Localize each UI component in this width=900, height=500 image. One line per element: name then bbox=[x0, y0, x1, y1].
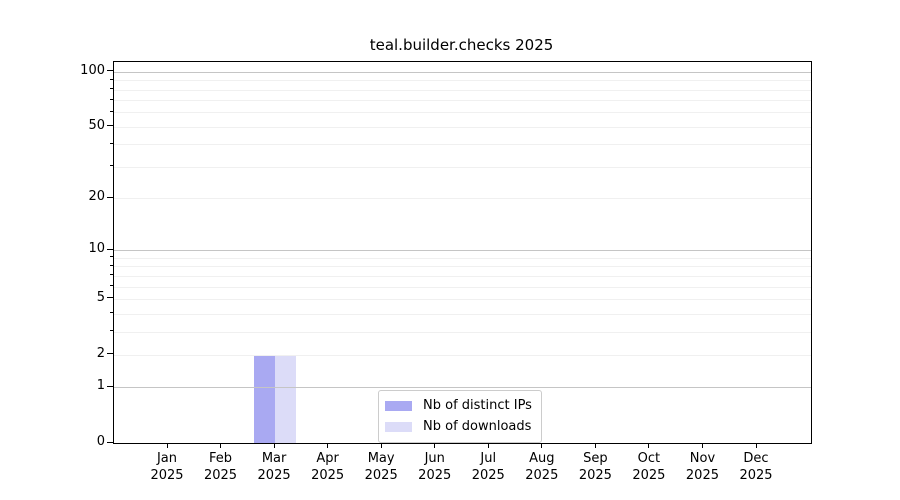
major-gridline bbox=[114, 387, 811, 389]
y-tick bbox=[107, 248, 113, 250]
x-tick-label-year: 2025 bbox=[257, 468, 291, 483]
x-tick bbox=[327, 443, 329, 448]
y-tick-label: 10 bbox=[88, 241, 105, 257]
x-tick-label-year: 2025 bbox=[150, 468, 184, 483]
minor-gridline bbox=[114, 89, 811, 91]
x-tick-label-month: Jun bbox=[424, 451, 445, 466]
y-tick-label: 5 bbox=[96, 289, 105, 305]
minor-gridline bbox=[114, 298, 811, 300]
y-tick-label: 2 bbox=[96, 345, 105, 361]
grid-layer bbox=[114, 62, 811, 443]
major-gridline bbox=[114, 71, 811, 73]
legend-label-distinct-ips: Nb of distinct IPs bbox=[423, 398, 532, 413]
minor-gridline bbox=[114, 166, 811, 168]
y-minor-tick bbox=[109, 256, 113, 258]
y-minor-tick bbox=[109, 125, 113, 127]
y-minor-tick bbox=[109, 165, 113, 167]
x-tick bbox=[273, 443, 275, 448]
x-tick-label-month: Feb bbox=[209, 451, 233, 466]
x-tick-label-year: 2025 bbox=[364, 468, 398, 483]
minor-gridline bbox=[114, 313, 811, 315]
y-tick bbox=[107, 70, 113, 72]
minor-gridline bbox=[114, 354, 811, 356]
x-tick-label-year: 2025 bbox=[739, 468, 773, 483]
minor-gridline bbox=[114, 80, 811, 82]
y-tick-label: 50 bbox=[88, 117, 105, 133]
x-tick-label-year: 2025 bbox=[632, 468, 666, 483]
legend-swatch-downloads-icon bbox=[385, 421, 412, 432]
y-tick bbox=[107, 385, 113, 387]
x-tick-label-year: 2025 bbox=[203, 468, 238, 483]
y-minor-tick bbox=[109, 285, 113, 287]
x-tick bbox=[648, 443, 650, 448]
minor-gridline bbox=[114, 257, 811, 259]
x-tick-label-month: Dec bbox=[743, 451, 769, 466]
y-minor-tick bbox=[109, 88, 113, 90]
x-tick-label-year: 2025 bbox=[471, 468, 505, 483]
y-minor-tick bbox=[109, 110, 113, 112]
y-tick-label: 0 bbox=[96, 434, 105, 449]
minor-gridline bbox=[114, 100, 811, 102]
bars-layer bbox=[114, 62, 811, 443]
x-tick-label-month: May bbox=[367, 451, 395, 466]
x-tick bbox=[220, 443, 222, 448]
y-minor-tick bbox=[109, 142, 113, 144]
x-tick bbox=[380, 443, 382, 448]
y-minor-tick bbox=[109, 98, 113, 100]
legend-item-distinct-ips: Nb of distinct IPs bbox=[385, 396, 532, 415]
x-tick-label-month: Jul bbox=[480, 451, 497, 466]
plot-area: Nb of distinct IPs Nb of downloads bbox=[113, 61, 812, 444]
x-tick bbox=[594, 443, 596, 448]
y-minor-tick bbox=[109, 78, 113, 80]
x-tick bbox=[755, 443, 757, 448]
bar-distinct-ips bbox=[253, 354, 276, 443]
x-tick-label-year: 2025 bbox=[311, 468, 345, 483]
y-minor-tick bbox=[109, 274, 113, 276]
minor-gridline bbox=[114, 331, 811, 333]
x-tick-label-month: Sep bbox=[583, 451, 608, 466]
x-tick-label-month: Nov bbox=[689, 451, 716, 466]
legend-swatch-distinct-ips-icon bbox=[385, 400, 412, 411]
x-tick bbox=[166, 443, 168, 448]
x-tick bbox=[487, 443, 489, 448]
y-tick-label: 1 bbox=[96, 378, 105, 394]
x-tick-label-month: Aug bbox=[529, 451, 555, 466]
y-minor-tick bbox=[109, 330, 113, 332]
legend: Nb of distinct IPs Nb of downloads bbox=[378, 390, 542, 443]
y-minor-tick bbox=[109, 353, 113, 355]
minor-gridline bbox=[114, 286, 811, 288]
x-tick-label-month: Oct bbox=[637, 451, 661, 466]
x-tick-label-month: Jan bbox=[156, 451, 178, 466]
minor-gridline bbox=[114, 275, 811, 277]
x-tick-label-year: 2025 bbox=[525, 468, 559, 483]
chart-title: teal.builder.checks 2025 bbox=[369, 36, 554, 54]
y-minor-tick bbox=[109, 196, 113, 198]
y-tick-label: 20 bbox=[88, 189, 105, 205]
legend-label-downloads: Nb of downloads bbox=[423, 419, 532, 434]
x-tick bbox=[434, 443, 436, 448]
y-tick-label: 100 bbox=[80, 62, 105, 78]
y-minor-tick bbox=[109, 297, 113, 299]
x-tick-label-month: Apr bbox=[316, 451, 339, 466]
y-tick bbox=[107, 441, 113, 443]
y-minor-tick bbox=[109, 264, 113, 266]
x-tick-label-year: 2025 bbox=[578, 468, 612, 483]
minor-gridline bbox=[114, 112, 811, 114]
x-tick-label-year: 2025 bbox=[418, 468, 452, 483]
x-tick bbox=[701, 443, 703, 448]
legend-item-downloads: Nb of downloads bbox=[385, 417, 532, 436]
major-gridline bbox=[114, 250, 811, 252]
bar-downloads bbox=[275, 354, 297, 443]
minor-gridline bbox=[114, 266, 811, 268]
x-tick bbox=[541, 443, 543, 448]
x-tick-label-year: 2025 bbox=[685, 468, 719, 483]
y-minor-tick bbox=[109, 312, 113, 314]
minor-gridline bbox=[114, 198, 811, 200]
minor-gridline bbox=[114, 144, 811, 146]
x-tick-label-month: Mar bbox=[261, 451, 287, 466]
minor-gridline bbox=[114, 126, 811, 128]
